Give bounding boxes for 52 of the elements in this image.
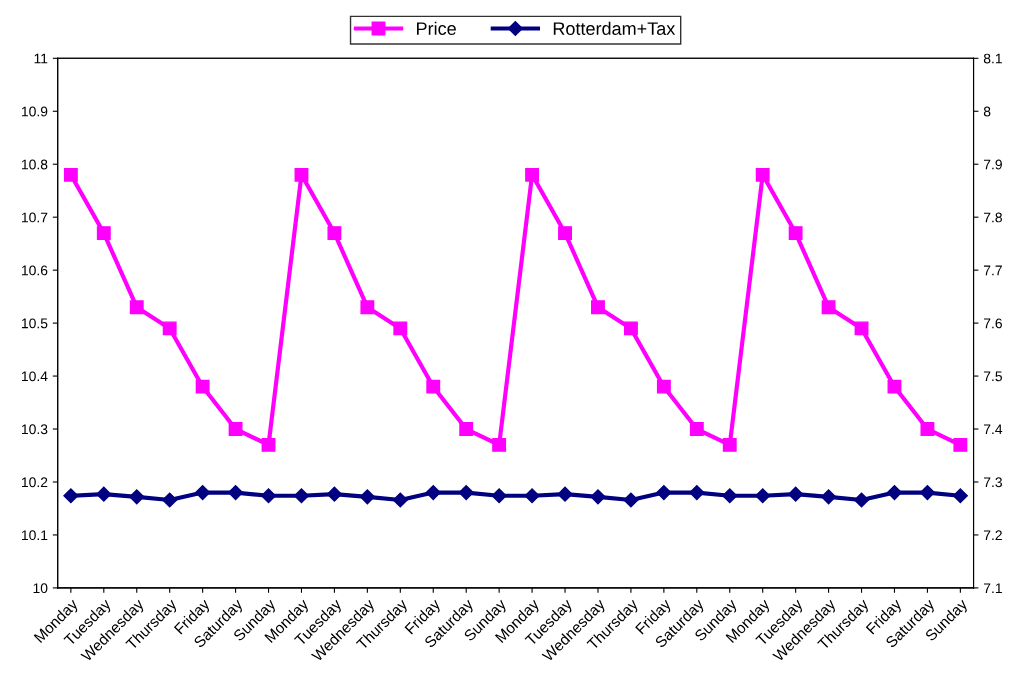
y2-tick-label: 8.1 <box>983 53 1002 64</box>
y-tick-label: 10.7 <box>21 212 48 223</box>
point <box>96 226 111 241</box>
legend-label: Price <box>417 21 456 35</box>
y-tick-label: 10.8 <box>21 159 48 170</box>
y2-tick-label: 7.1 <box>983 583 1002 593</box>
point <box>327 226 342 241</box>
y2-tick-label: 7.3 <box>983 477 1002 488</box>
point <box>426 379 441 394</box>
point <box>459 422 474 436</box>
point <box>591 300 605 315</box>
point <box>261 437 276 452</box>
point <box>393 321 408 336</box>
legend-label: Rotterdam+Tax <box>553 21 676 35</box>
point <box>63 167 78 182</box>
point <box>689 422 704 436</box>
y-tick-label: 10.9 <box>21 106 48 117</box>
y-tick-label: 10.6 <box>21 265 48 276</box>
y2-tick-label: 7.4 <box>983 424 1003 435</box>
point <box>228 422 243 436</box>
point <box>656 379 671 394</box>
point <box>294 167 309 182</box>
point <box>129 300 144 315</box>
y2-tick-label: 7.2 <box>983 530 1002 540</box>
point <box>887 379 902 394</box>
y-tick-label: 10.1 <box>21 530 48 541</box>
point <box>162 321 177 336</box>
y-tick-label: 10.3 <box>21 424 48 435</box>
y-tick-label: 10.5 <box>21 318 48 329</box>
point <box>920 422 935 436</box>
y2-tick-label: 7.5 <box>983 371 1002 382</box>
point <box>623 321 638 336</box>
point <box>195 379 210 394</box>
y2-tick-label: 7.8 <box>983 212 1002 223</box>
point <box>854 321 869 336</box>
point <box>722 437 737 452</box>
y-tick-label: 10 <box>33 583 48 594</box>
point <box>953 437 968 452</box>
y2-tick-label: 7.6 <box>983 318 1002 329</box>
point <box>360 300 375 315</box>
y-tick-label: 11 <box>34 53 48 64</box>
y-tick-label: 10.2 <box>21 477 48 488</box>
point <box>525 167 540 182</box>
y2-tick-label: 7.9 <box>983 159 1002 170</box>
point <box>755 167 770 182</box>
point <box>821 300 836 315</box>
y-tick-label: 10.4 <box>21 371 48 382</box>
point <box>492 437 507 452</box>
point <box>788 226 803 241</box>
y2-tick-label: 7.7 <box>983 265 1002 276</box>
point <box>558 226 572 241</box>
y2-tick-label: 8 <box>983 106 991 117</box>
